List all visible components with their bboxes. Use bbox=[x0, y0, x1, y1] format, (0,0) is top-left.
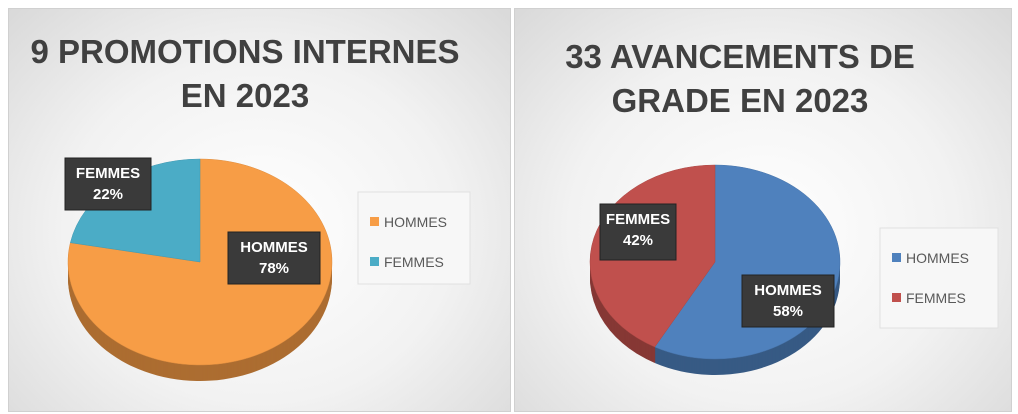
data-label-value: 58% bbox=[773, 303, 803, 320]
data-label-box bbox=[741, 274, 835, 328]
data-label-value: 78% bbox=[259, 260, 289, 277]
legend-swatch bbox=[370, 217, 379, 226]
data-label-category: HOMMES bbox=[754, 282, 822, 299]
chart-title: 9 PROMOTIONS INTERNES EN 2023 bbox=[30, 33, 460, 114]
legend-label: FEMMES bbox=[906, 290, 966, 306]
legend-swatch bbox=[370, 257, 379, 266]
data-label-box bbox=[64, 157, 152, 211]
data-label-category: FEMMES bbox=[76, 165, 140, 182]
legend-label: HOMMES bbox=[906, 250, 969, 266]
data-label-value: 22% bbox=[93, 186, 123, 203]
legend-label: HOMMES bbox=[384, 214, 447, 230]
chart-title: 33 AVANCEMENTS DE GRADE EN 2023 bbox=[565, 38, 915, 119]
data-label-category: FEMMES bbox=[606, 211, 670, 228]
data-label-box bbox=[227, 231, 321, 285]
data-label-category: HOMMES bbox=[240, 239, 308, 256]
legend-swatch bbox=[892, 253, 901, 262]
legend-label: FEMMES bbox=[384, 254, 444, 270]
data-label-box bbox=[599, 203, 677, 261]
legend-box bbox=[879, 227, 999, 329]
legend-box bbox=[357, 191, 471, 285]
data-label-value: 42% bbox=[623, 232, 653, 249]
legend-swatch bbox=[892, 293, 901, 302]
